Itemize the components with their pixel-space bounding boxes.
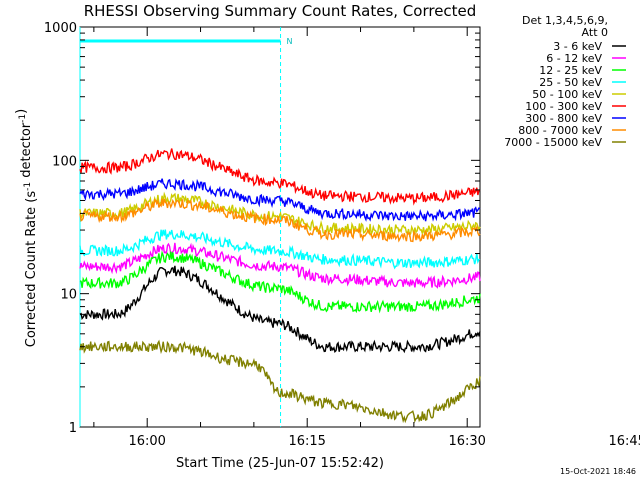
- plot-border: [79, 26, 481, 428]
- x-tick-label: 16:00: [128, 434, 165, 449]
- x-tick-label: 16:45: [608, 434, 640, 449]
- date-stamp: 15-Oct-2021 18:46: [560, 467, 636, 476]
- legend-label: 3 - 6 keV: [553, 40, 602, 53]
- attenuator-label: N: [287, 37, 293, 46]
- series-line-2: [79, 250, 481, 314]
- y-tick-label: 100: [52, 154, 77, 169]
- legend-label: 25 - 50 keV: [539, 76, 602, 89]
- y-tick-label: 10: [60, 288, 77, 303]
- plot-frame: [79, 26, 481, 428]
- series-line-6: [79, 178, 481, 222]
- series-line-1: [79, 242, 481, 289]
- series-line-0: [79, 265, 481, 354]
- y-tick-label: 1000: [44, 21, 77, 36]
- region-lines: N: [79, 27, 293, 427]
- legend-label: 12 - 25 keV: [539, 64, 602, 77]
- legend-header: Att 0: [582, 26, 608, 39]
- series-line-8: [79, 339, 481, 424]
- series-line-7: [79, 198, 481, 243]
- legend-label: 800 - 7000 keV: [518, 124, 602, 137]
- legend-label: 6 - 12 keV: [546, 52, 602, 65]
- x-tick-label: 16:15: [288, 434, 325, 449]
- series-line-3: [79, 229, 481, 270]
- legend-header: Det 1,3,4,5,6,9,: [522, 14, 608, 27]
- legend-label: 100 - 300 keV: [525, 100, 602, 113]
- legend-label: 7000 - 15000 keV: [504, 136, 602, 149]
- chart-title: RHESSI Observing Summary Count Rates, Co…: [84, 2, 477, 20]
- y-axis: 1 10 100 1000: [44, 21, 480, 436]
- x-tick-label: 16:30: [448, 434, 485, 449]
- x-axis-label: Start Time (25-Jun-07 15:52:42): [176, 456, 384, 471]
- series-group: [79, 148, 481, 424]
- y-tick-label: 1: [69, 421, 77, 436]
- y-axis-label: Corrected Count Rate (s-1 detector-1): [14, 109, 39, 347]
- legend-label: 50 - 100 keV: [532, 88, 602, 101]
- series-line-5: [79, 148, 481, 206]
- legend-label: 300 - 800 keV: [525, 112, 602, 125]
